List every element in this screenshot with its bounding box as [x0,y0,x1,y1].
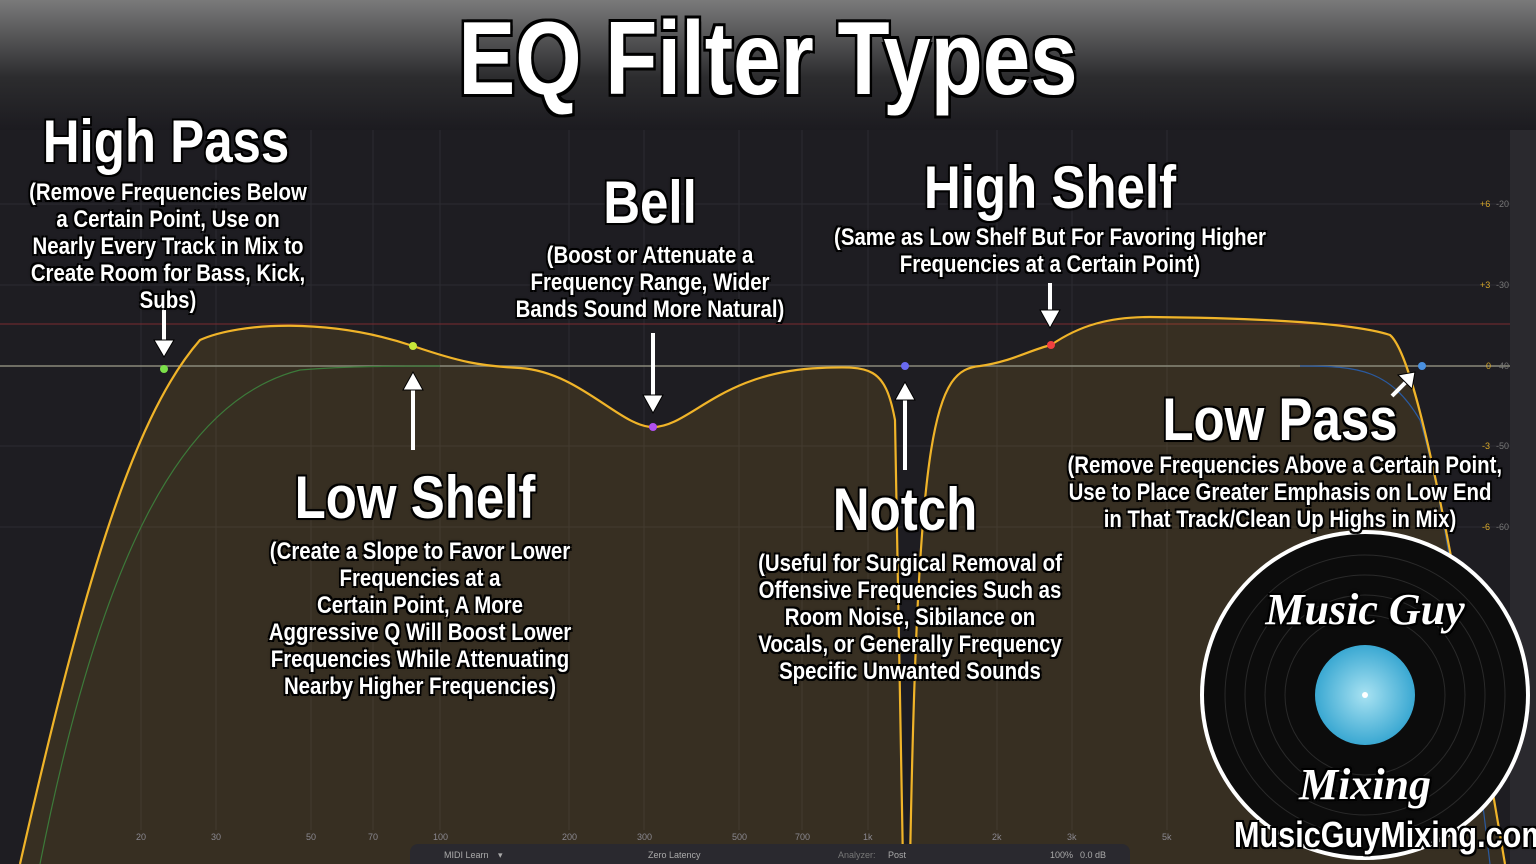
desc-line: Certain Point, A More [317,592,523,619]
desc-line: Use to Place Greater Emphasis on Low End [1068,479,1492,506]
bell-heading: Bell [603,169,697,236]
band-node-low-pass[interactable] [1418,362,1426,370]
output-gain[interactable]: 0.0 dB [1080,850,1107,860]
band-node-high-pass[interactable] [160,365,168,373]
level-label: -50 [1496,441,1510,451]
gain-label: +6 [1480,199,1491,209]
desc-line: a Certain Point, Use on [56,206,280,233]
band-node-notch[interactable] [901,362,909,370]
desc-line: Frequency Range, Wider [530,269,770,296]
freq-label: 700 [795,832,811,842]
bell-desc: (Boost or Attenuate a Frequency Range, Wi… [497,242,803,323]
logo-top-text: Music Guy [1265,585,1465,634]
desc-line: Nearly Every Track in Mix to [32,233,304,260]
chevron-down-icon[interactable]: ▾ [498,850,503,860]
high-pass-heading: High Pass [42,108,290,175]
freq-label: 200 [562,832,578,842]
freq-label: 3k [1067,832,1077,842]
desc-line: Offensive Frequencies Such as [758,577,1062,604]
gain-label: -6 [1482,522,1491,532]
freq-label: 500 [732,832,748,842]
desc-line: (Remove Frequencies Above a Certain Poin… [1067,452,1503,479]
logo-bottom-text: Mixing [1298,760,1432,809]
midi-learn-button[interactable]: MIDI Learn [444,850,489,860]
gain-label: 0 [1486,361,1492,371]
desc-line: (Same as Low Shelf But For Favoring High… [834,224,1266,251]
freq-label: 100 [433,832,449,842]
high-shelf-heading: High Shelf [923,154,1177,221]
desc-line: (Create a Slope to Favor Lower [269,538,571,565]
bottom-bar: MIDI Learn ▾ Zero Latency Analyzer: Post… [410,844,1130,864]
analyzer-value[interactable]: Post [888,850,907,860]
freq-label: 30 [211,832,222,842]
desc-line: (Boost or Attenuate a [546,242,754,269]
band-node-high-shelf[interactable] [1047,341,1055,349]
freq-label: 1k [863,832,873,842]
notch-desc: (Useful for Surgical Removal of Offensive… [740,550,1080,685]
page-title: EQ Filter Types [458,1,1078,117]
desc-line: Frequencies at a Certain Point) [899,251,1201,278]
freq-label: 300 [637,832,653,842]
logo-record [1200,530,1530,860]
gain-label: +3 [1480,280,1491,290]
freq-label: 70 [368,832,379,842]
arrows [153,283,1416,470]
desc-line: Bands Sound More Natural) [515,296,785,323]
zoom-value[interactable]: 100% [1050,850,1074,860]
desc-line: Nearby Higher Frequencies) [283,673,557,700]
desc-line: Subs) [139,287,197,314]
level-label: -20 [1496,199,1510,209]
low-pass-desc: (Remove Frequencies Above a Certain Poin… [1067,452,1503,533]
desc-line: Room Noise, Sibilance on [784,604,1036,631]
level-label: -60 [1496,522,1510,532]
high-shelf-desc: (Same as Low Shelf But For Favoring High… [829,224,1271,278]
website-url: MusicGuyMixing.com [1234,814,1536,855]
desc-line: Frequencies While Attenuating [270,646,570,673]
desc-line: Specific Unwanted Sounds [779,658,1041,685]
band-node-low-shelf[interactable] [409,342,417,350]
desc-line: Aggressive Q Will Boost Lower [268,619,572,646]
freq-label: 20 [136,832,147,842]
low-shelf-heading: Low Shelf [294,464,536,531]
level-label: -30 [1496,280,1510,290]
analyzer-label: Analyzer: [838,850,876,860]
high-pass-desc: (Remove Frequencies Below a Certain Point… [25,179,311,314]
desc-line: (Remove Frequencies Below [29,179,307,206]
desc-line: Frequencies at a [339,565,501,592]
freq-label: 2k [992,832,1002,842]
band-node-bell[interactable] [649,423,657,431]
freq-label: 50 [306,832,317,842]
low-shelf-desc: (Create a Slope to Favor Lower Frequencie… [250,538,590,700]
freq-label: 5k [1162,832,1172,842]
low-pass-heading: Low Pass [1162,386,1398,453]
desc-line: Vocals, or Generally Frequency [758,631,1062,658]
level-label: -40 [1496,361,1510,371]
desc-line: (Useful for Surgical Removal of [758,550,1062,577]
desc-line: Create Room for Bass, Kick, [30,260,306,287]
desc-line: in That Track/Clean Up Highs in Mix) [1103,506,1457,533]
notch-heading: Notch [832,476,978,543]
gain-label: -3 [1482,441,1491,451]
latency-mode[interactable]: Zero Latency [648,850,701,860]
